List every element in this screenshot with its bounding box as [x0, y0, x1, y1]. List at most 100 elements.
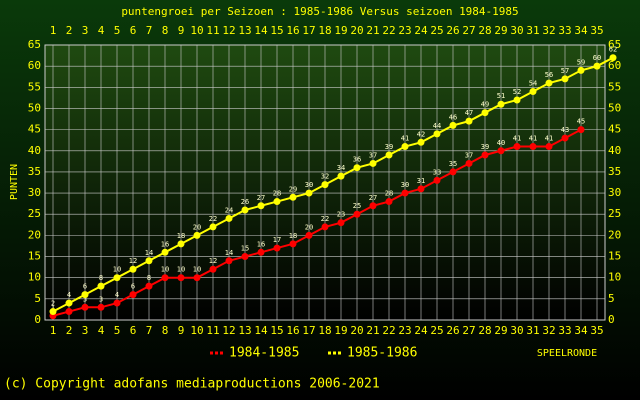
- x-top-tick-label: 18: [318, 24, 331, 37]
- y-tick-label: 55: [28, 80, 41, 93]
- y-tick-label: 25: [28, 207, 41, 220]
- x-top-tick-label: 3: [82, 24, 89, 37]
- data-point: [497, 147, 505, 155]
- data-label: 10: [161, 266, 169, 274]
- data-label: 57: [561, 67, 569, 75]
- data-label: 47: [465, 109, 473, 117]
- x-top-tick-label: 22: [382, 24, 395, 37]
- data-label: 42: [417, 130, 425, 138]
- y2-tick-label: 65: [608, 38, 621, 51]
- data-point: [481, 151, 489, 159]
- data-label: 16: [161, 240, 169, 248]
- x-top-tick-label: 14: [254, 24, 268, 37]
- data-point: [193, 274, 201, 282]
- data-point: [369, 202, 377, 210]
- data-label: 28: [385, 190, 393, 198]
- x-top-tick-label: 10: [190, 24, 203, 37]
- data-point: [225, 257, 233, 265]
- data-label: 62: [609, 46, 617, 54]
- x-tick-label: 27: [462, 324, 475, 337]
- data-point: [209, 223, 217, 231]
- data-point: [65, 308, 73, 316]
- data-point: [193, 231, 201, 239]
- data-point: [529, 88, 537, 96]
- data-point: [145, 282, 153, 290]
- x-top-tick-label: 33: [558, 24, 571, 37]
- data-label: 40: [497, 139, 505, 147]
- data-label: 12: [129, 257, 137, 265]
- y2-tick-label: 5: [608, 292, 615, 305]
- data-point: [337, 172, 345, 180]
- x-tick-label: 22: [382, 324, 395, 337]
- data-point: [177, 274, 185, 282]
- data-point: [257, 248, 265, 256]
- data-label: 54: [529, 80, 537, 88]
- x-top-tick-label: 4: [98, 24, 105, 37]
- data-label: 18: [177, 232, 185, 240]
- data-label: 20: [193, 223, 201, 231]
- y2-tick-label: 0: [608, 313, 615, 326]
- legend-label: 1984-1985: [229, 346, 299, 361]
- data-point: [449, 121, 457, 129]
- x-tick-label: 30: [510, 324, 523, 337]
- x-top-tick-label: 2: [66, 24, 73, 37]
- x-tick-label: 18: [318, 324, 331, 337]
- data-point: [81, 303, 89, 311]
- data-point: [545, 79, 553, 87]
- x-tick-label: 17: [302, 324, 315, 337]
- y2-tick-label: 60: [608, 59, 621, 72]
- data-label: 32: [321, 173, 329, 181]
- data-point: [465, 117, 473, 125]
- data-point: [289, 240, 297, 248]
- data-point: [561, 134, 569, 142]
- data-label: 22: [209, 215, 217, 223]
- data-point: [257, 202, 265, 210]
- data-label: 26: [241, 198, 249, 206]
- x-top-tick-label: 11: [206, 24, 219, 37]
- data-label: 10: [113, 266, 121, 274]
- data-label: 27: [369, 194, 377, 202]
- x-top-tick-label: 19: [334, 24, 347, 37]
- y-tick-label: 5: [34, 292, 41, 305]
- data-point: [353, 210, 361, 218]
- data-label: 30: [401, 181, 409, 189]
- x-top-tick-label: 20: [350, 24, 363, 37]
- data-label: 10: [193, 266, 201, 274]
- y-axis-label: PUNTEN: [9, 164, 20, 200]
- data-label: 34: [337, 164, 345, 172]
- y-tick-label: 60: [28, 59, 41, 72]
- x-tick-label: 6: [130, 324, 137, 337]
- x-axis-label: SPEELRONDE: [537, 348, 597, 359]
- x-tick-label: 1: [50, 324, 57, 337]
- data-label: 33: [433, 168, 441, 176]
- x-tick-label: 9: [178, 324, 185, 337]
- y-tick-label: 20: [28, 228, 41, 241]
- data-point: [353, 164, 361, 172]
- data-point: [561, 75, 569, 83]
- data-point: [321, 181, 329, 189]
- x-top-tick-label: 13: [238, 24, 251, 37]
- x-tick-label: 3: [82, 324, 89, 337]
- data-point: [449, 168, 457, 176]
- y2-tick-label: 55: [608, 80, 621, 93]
- x-tick-label: 15: [270, 324, 283, 337]
- data-point: [577, 126, 585, 134]
- data-label: 24: [225, 206, 233, 214]
- data-point: [225, 214, 233, 222]
- data-point: [609, 54, 617, 62]
- x-top-tick-label: 32: [542, 24, 555, 37]
- y-tick-label: 45: [28, 123, 41, 136]
- data-label: 59: [577, 58, 585, 66]
- data-label: 46: [449, 113, 457, 121]
- data-label: 6: [131, 283, 135, 291]
- data-label: 41: [529, 135, 537, 143]
- data-label: 4: [67, 291, 71, 299]
- data-point: [273, 244, 281, 252]
- data-point: [161, 248, 169, 256]
- y-tick-label: 15: [28, 250, 41, 263]
- data-label: 51: [497, 92, 505, 100]
- data-point: [209, 265, 217, 273]
- x-top-tick-label: 34: [574, 24, 588, 37]
- data-label: 30: [305, 181, 313, 189]
